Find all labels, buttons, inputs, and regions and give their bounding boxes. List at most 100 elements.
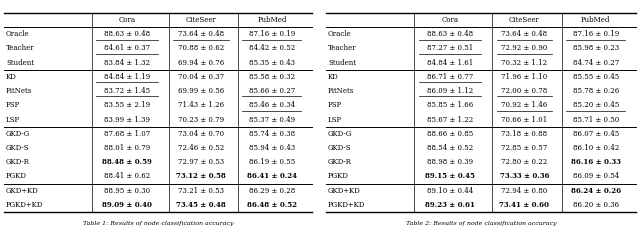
Text: 72.97 ± 0.53: 72.97 ± 0.53 (178, 158, 224, 166)
Text: 86.10 ± 0.42: 86.10 ± 0.42 (573, 144, 619, 152)
Text: 86.48 ± 0.52: 86.48 ± 0.52 (247, 201, 297, 209)
Text: 69.99 ± 0.56: 69.99 ± 0.56 (178, 87, 224, 95)
Text: GKD-S: GKD-S (6, 144, 29, 152)
Text: GKD-G: GKD-G (6, 130, 30, 138)
Text: 72.85 ± 0.57: 72.85 ± 0.57 (501, 144, 548, 152)
Text: 88.66 ± 0.85: 88.66 ± 0.85 (427, 130, 473, 138)
Text: 85.55 ± 0.45: 85.55 ± 0.45 (573, 73, 619, 81)
Text: Student: Student (328, 58, 356, 67)
Text: 69.94 ± 0.76: 69.94 ± 0.76 (178, 58, 224, 67)
Text: PGKD+KD: PGKD+KD (6, 201, 44, 209)
Text: 86.29 ± 0.28: 86.29 ± 0.28 (249, 187, 295, 195)
Text: FSP: FSP (328, 101, 342, 109)
Text: 83.55 ± 2.19: 83.55 ± 2.19 (104, 101, 150, 109)
Text: GKD-R: GKD-R (328, 158, 352, 166)
Text: 89.15 ± 0.45: 89.15 ± 0.45 (425, 172, 475, 180)
Text: 85.85 ± 1.66: 85.85 ± 1.66 (427, 101, 473, 109)
Text: 89.10 ± 0.44: 89.10 ± 0.44 (427, 187, 473, 195)
Text: 73.18 ± 0.88: 73.18 ± 0.88 (501, 130, 547, 138)
Text: 72.00 ± 0.78: 72.00 ± 0.78 (501, 87, 548, 95)
Text: GKD-G: GKD-G (328, 130, 352, 138)
Text: KD: KD (328, 73, 339, 81)
Text: 73.41 ± 0.60: 73.41 ± 0.60 (499, 201, 549, 209)
Text: Teacher: Teacher (6, 44, 35, 52)
Text: 73.12 ± 0.58: 73.12 ± 0.58 (176, 172, 226, 180)
Text: FSP: FSP (6, 101, 20, 109)
Text: 70.04 ± 0.37: 70.04 ± 0.37 (178, 73, 224, 81)
Text: 84.74 ± 0.27: 84.74 ± 0.27 (573, 58, 619, 67)
Text: 88.48 ± 0.59: 88.48 ± 0.59 (102, 158, 152, 166)
Text: 86.09 ± 1.12: 86.09 ± 1.12 (427, 87, 473, 95)
Text: 85.74 ± 0.38: 85.74 ± 0.38 (249, 130, 295, 138)
Text: 70.32 ± 1.12: 70.32 ± 1.12 (501, 58, 547, 67)
Text: 86.71 ± 0.77: 86.71 ± 0.77 (427, 73, 473, 81)
Text: Cora: Cora (442, 16, 459, 24)
Text: 87.16 ± 0.19: 87.16 ± 0.19 (249, 30, 295, 38)
Text: 88.95 ± 0.30: 88.95 ± 0.30 (104, 187, 150, 195)
Text: 85.71 ± 0.50: 85.71 ± 0.50 (573, 116, 619, 124)
Text: 72.92 ± 0.90: 72.92 ± 0.90 (501, 44, 548, 52)
Text: 71.43 ± 1.26: 71.43 ± 1.26 (178, 101, 224, 109)
Text: 73.33 ± 0.36: 73.33 ± 0.36 (500, 172, 549, 180)
Text: 83.99 ± 1.39: 83.99 ± 1.39 (104, 116, 150, 124)
Text: 89.23 ± 0.61: 89.23 ± 0.61 (425, 201, 475, 209)
Text: 72.94 ± 0.80: 72.94 ± 0.80 (501, 187, 548, 195)
Text: 86.24 ± 0.26: 86.24 ± 0.26 (571, 187, 621, 195)
Text: 84.84 ± 1.61: 84.84 ± 1.61 (427, 58, 473, 67)
Text: 87.27 ± 0.51: 87.27 ± 0.51 (427, 44, 473, 52)
Text: LSP: LSP (328, 116, 342, 124)
Text: 88.63 ± 0.48: 88.63 ± 0.48 (427, 30, 473, 38)
Text: 73.64 ± 0.48: 73.64 ± 0.48 (501, 30, 547, 38)
Text: 85.67 ± 1.22: 85.67 ± 1.22 (427, 116, 473, 124)
Text: 86.09 ± 0.54: 86.09 ± 0.54 (573, 172, 619, 180)
Text: 70.88 ± 0.62: 70.88 ± 0.62 (178, 44, 224, 52)
Text: 88.41 ± 0.62: 88.41 ± 0.62 (104, 172, 150, 180)
Text: 85.94 ± 0.43: 85.94 ± 0.43 (249, 144, 295, 152)
Text: Table 1: Results of node classification accuracy: Table 1: Results of node classification … (83, 220, 233, 226)
Text: 72.80 ± 0.22: 72.80 ± 0.22 (501, 158, 548, 166)
Text: Table 2: Results of node classification accuracy: Table 2: Results of node classification … (406, 220, 556, 226)
Text: 85.66 ± 0.27: 85.66 ± 0.27 (249, 87, 295, 95)
Text: 72.46 ± 0.52: 72.46 ± 0.52 (178, 144, 224, 152)
Text: Oracle: Oracle (6, 30, 29, 38)
Text: 85.78 ± 0.26: 85.78 ± 0.26 (573, 87, 619, 95)
Text: PubMed: PubMed (581, 16, 611, 24)
Text: 85.35 ± 0.43: 85.35 ± 0.43 (249, 58, 295, 67)
Text: FitNets: FitNets (6, 87, 32, 95)
Text: PGKD: PGKD (6, 172, 27, 180)
Text: 84.42 ± 0.52: 84.42 ± 0.52 (249, 44, 295, 52)
Text: 85.46 ± 0.34: 85.46 ± 0.34 (249, 101, 295, 109)
Text: 87.16 ± 0.19: 87.16 ± 0.19 (573, 30, 619, 38)
Text: KD: KD (6, 73, 17, 81)
Text: 88.54 ± 0.52: 88.54 ± 0.52 (427, 144, 473, 152)
Text: 86.16 ± 0.33: 86.16 ± 0.33 (571, 158, 621, 166)
Text: Cora: Cora (118, 16, 136, 24)
Text: 83.84 ± 1.32: 83.84 ± 1.32 (104, 58, 150, 67)
Text: Oracle: Oracle (328, 30, 351, 38)
Text: PGKD: PGKD (328, 172, 349, 180)
Text: 87.68 ± 1.07: 87.68 ± 1.07 (104, 130, 150, 138)
Text: 88.98 ± 0.39: 88.98 ± 0.39 (427, 158, 473, 166)
Text: 89.09 ± 0.40: 89.09 ± 0.40 (102, 201, 152, 209)
Text: 86.07 ± 0.45: 86.07 ± 0.45 (573, 130, 619, 138)
Text: 86.19 ± 0.55: 86.19 ± 0.55 (249, 158, 295, 166)
Text: 84.61 ± 0.37: 84.61 ± 0.37 (104, 44, 150, 52)
Text: PGKD+KD: PGKD+KD (328, 201, 365, 209)
Text: 85.37 ± 0.49: 85.37 ± 0.49 (249, 116, 295, 124)
Text: 84.84 ± 1.19: 84.84 ± 1.19 (104, 73, 150, 81)
Text: 85.58 ± 0.32: 85.58 ± 0.32 (249, 73, 295, 81)
Text: 70.66 ± 1.01: 70.66 ± 1.01 (501, 116, 548, 124)
Text: GKD+KD: GKD+KD (6, 187, 39, 195)
Text: CiteSeer: CiteSeer (509, 16, 540, 24)
Text: FitNets: FitNets (328, 87, 355, 95)
Text: 70.92 ± 1.46: 70.92 ± 1.46 (501, 101, 548, 109)
Text: CiteSeer: CiteSeer (186, 16, 216, 24)
Text: 73.21 ± 0.53: 73.21 ± 0.53 (178, 187, 224, 195)
Text: GKD+KD: GKD+KD (328, 187, 361, 195)
Text: GKD-R: GKD-R (6, 158, 30, 166)
Text: 73.45 ± 0.48: 73.45 ± 0.48 (176, 201, 226, 209)
Text: 86.41 ± 0.24: 86.41 ± 0.24 (247, 172, 297, 180)
Text: Teacher: Teacher (328, 44, 356, 52)
Text: 83.72 ± 1.45: 83.72 ± 1.45 (104, 87, 150, 95)
Text: 85.20 ± 0.45: 85.20 ± 0.45 (573, 101, 619, 109)
